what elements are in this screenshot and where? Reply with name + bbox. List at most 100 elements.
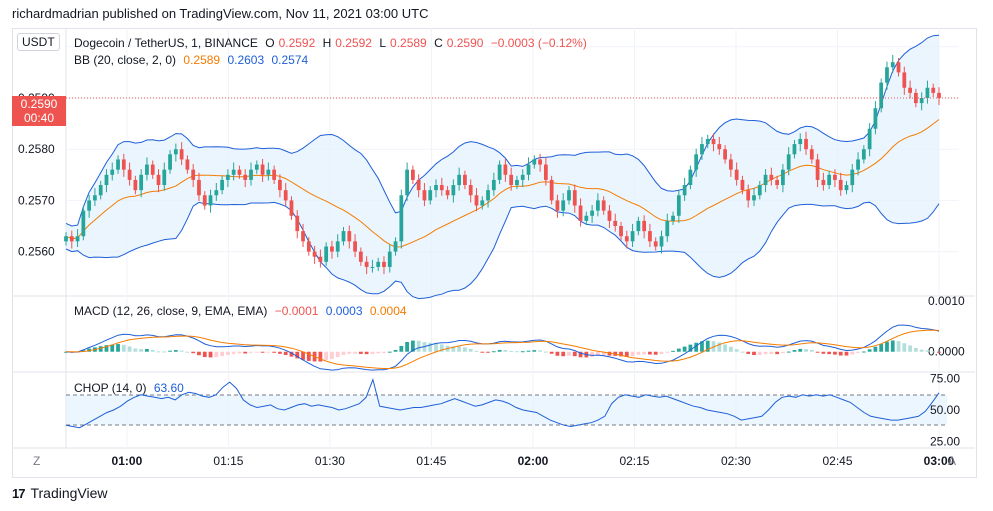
macd-histogram-bar <box>792 350 797 352</box>
chop-label: CHOP (14, 0) <box>74 381 147 395</box>
price-axis-tick: 0.2560 <box>18 245 55 259</box>
candle-body <box>428 190 433 201</box>
macd-histogram-bar <box>330 351 334 359</box>
candle-body <box>243 174 248 180</box>
candle-body <box>543 164 548 180</box>
currency-button[interactable]: USDT <box>17 33 60 51</box>
candle-body <box>399 195 404 242</box>
macd-histogram-bar <box>601 351 606 356</box>
candle-body <box>480 200 485 206</box>
macd-histogram-bar <box>786 351 791 353</box>
footer-brand-label: TradingView <box>30 485 108 501</box>
candle-body <box>723 149 727 160</box>
macd-histogram-bar <box>434 343 438 352</box>
candle-body <box>717 144 722 150</box>
candle-body <box>98 185 103 196</box>
macd-histogram-bar <box>746 351 751 354</box>
macd-histogram-bar <box>804 349 808 352</box>
candle-body <box>728 159 733 170</box>
candle-body <box>919 98 924 104</box>
symbol-title[interactable]: Dogecoin / TetherUS, 1, BINANCE <box>74 36 258 50</box>
macd-histogram-bar <box>549 351 554 354</box>
time-axis-tick: 02:00 <box>518 454 549 468</box>
macd-histogram-bar <box>532 350 537 352</box>
macd-histogram-bar <box>387 351 392 353</box>
candle-body <box>127 169 132 180</box>
candle-body <box>856 159 860 170</box>
macd-histogram-bar <box>578 351 583 358</box>
candle-body <box>468 185 473 196</box>
macd-histogram-bar <box>64 351 68 353</box>
macd-line-value: 0.0003 <box>325 304 363 318</box>
candle-body <box>746 190 751 201</box>
candle-body <box>116 159 120 170</box>
macd-histogram-bar <box>439 344 444 352</box>
macd-histogram-bar <box>318 351 323 362</box>
candle-body <box>659 236 664 247</box>
macd-legend[interactable]: MACD (12, 26, close, 9, EMA, EMA) −0.000… <box>74 304 411 318</box>
candle-body <box>266 169 271 175</box>
macd-histogram-bar <box>220 351 224 357</box>
price-axis-tick: 0.2580 <box>18 142 55 156</box>
candle-body <box>93 195 97 201</box>
auto-scale-a-button[interactable]: A <box>948 454 957 468</box>
candle-body <box>567 190 571 201</box>
candle-body <box>208 195 213 206</box>
candle-body <box>81 210 86 237</box>
candle-body <box>278 179 282 191</box>
candle-body <box>561 200 566 211</box>
candle-body <box>139 174 144 191</box>
macd-histogram-bar <box>867 349 872 352</box>
chop-legend[interactable]: CHOP (14, 0) 63.60 <box>74 381 188 395</box>
candle-body <box>601 200 606 211</box>
candle-body <box>75 236 80 242</box>
candle-body <box>665 220 670 237</box>
macd-histogram-bar <box>249 351 253 353</box>
macd-axis-tick: 0.0000 <box>928 345 965 359</box>
bb-basis-value: 0.2589 <box>183 53 221 67</box>
candle-body <box>64 236 68 242</box>
candle-body <box>364 261 369 267</box>
macd-histogram-bar <box>890 340 895 352</box>
candle-body <box>844 185 849 191</box>
macd-histogram-bar <box>827 351 832 355</box>
macd-histogram-bar <box>526 350 531 352</box>
publish-caption: richardmadrian published on TradingView.… <box>12 6 429 21</box>
macd-histogram-bar <box>659 351 664 354</box>
candle-body <box>474 195 479 206</box>
footer-brand[interactable]: 17 TradingView <box>12 485 108 501</box>
macd-histogram-bar <box>538 350 542 352</box>
candle-body <box>711 138 716 145</box>
macd-histogram-bar <box>185 351 190 353</box>
macd-histogram-bar <box>295 351 300 359</box>
auto-scale-z-button[interactable]: Z <box>33 454 41 468</box>
candle-body <box>648 231 652 242</box>
candle-body <box>110 169 115 175</box>
candle-body <box>833 174 837 180</box>
chart-canvas[interactable]: 01:00 01:15 01:30 01:45 02:00 02:15 02:30 02:45… <box>12 28 975 476</box>
macd-histogram-bar <box>723 344 727 352</box>
macd-histogram-bar <box>896 341 901 352</box>
candle-body <box>370 266 375 268</box>
candle-body <box>411 169 415 180</box>
candle-body <box>104 174 109 186</box>
candle-body <box>335 241 340 252</box>
macd-histogram-bar <box>243 351 248 354</box>
macd-histogram-bar <box>283 351 288 356</box>
price-change: −0.0003 (−0.12%) <box>490 36 587 50</box>
symbol-legend: Dogecoin / TetherUS, 1, BINANCE O 0.2592 … <box>74 36 591 50</box>
candle-body <box>740 179 745 191</box>
macd-histogram-bar <box>347 351 352 354</box>
candle-body <box>775 179 780 186</box>
macd-histogram-bar <box>491 351 496 353</box>
candle-body <box>133 179 138 191</box>
macd-histogram-bar <box>740 351 745 353</box>
close-value: 0.2590 <box>446 36 484 50</box>
candle-body <box>902 72 907 88</box>
macd-histogram-bar <box>925 350 930 352</box>
bb-legend[interactable]: BB (20, close, 2, 0) 0.2589 0.2603 0.257… <box>74 53 312 67</box>
candle-body <box>156 174 161 186</box>
macd-histogram-bar <box>197 351 201 356</box>
chop-line <box>65 377 940 429</box>
candle-body <box>781 169 785 186</box>
